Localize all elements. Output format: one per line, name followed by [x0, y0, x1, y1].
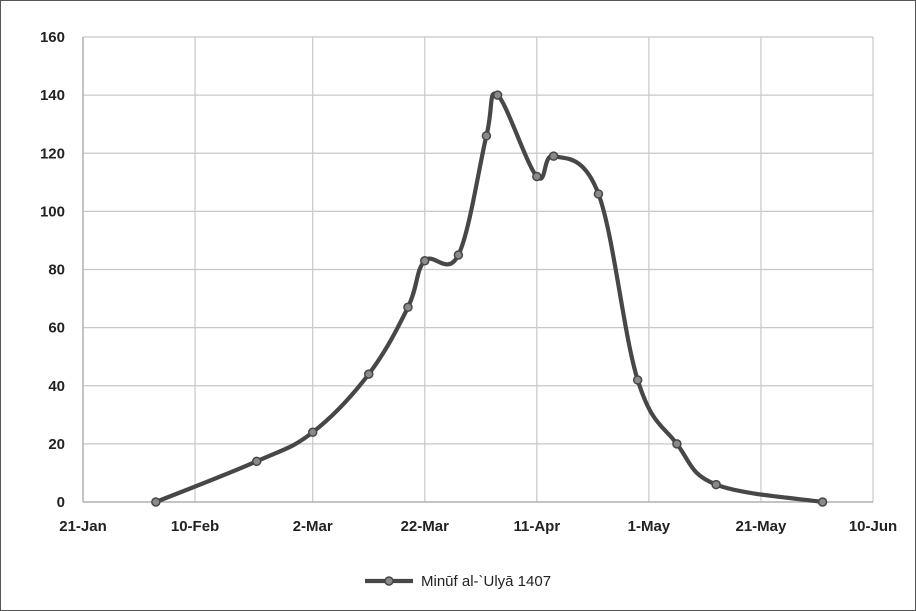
x-tick-label: 1-May	[628, 518, 671, 535]
y-tick-label: 160	[40, 29, 65, 46]
data-point	[363, 369, 374, 379]
series-layer	[151, 90, 828, 507]
x-tick-label: 21-May	[736, 518, 788, 535]
y-tick-label: 120	[40, 145, 65, 162]
y-tick-label: 40	[48, 378, 65, 395]
data-point	[453, 250, 464, 260]
data-point	[593, 189, 604, 199]
series-line	[153, 91, 825, 505]
x-tick-label: 2-Mar	[293, 518, 333, 535]
y-tick-label: 0	[57, 494, 65, 511]
data-point	[632, 375, 643, 385]
legend-label: Minūf al-`Ulyā 1407	[421, 573, 551, 590]
data-point	[307, 427, 318, 437]
data-point	[492, 90, 503, 100]
y-tick-label: 80	[48, 262, 65, 279]
data-point	[481, 131, 492, 141]
data-point	[672, 439, 682, 449]
y-tick-label: 140	[40, 87, 65, 104]
x-tick-label: 22-Mar	[401, 518, 450, 535]
data-point	[532, 171, 542, 182]
data-point	[403, 302, 413, 313]
data-point	[711, 479, 721, 490]
x-tick-label: 10-Jun	[849, 518, 897, 535]
data-point	[548, 151, 559, 161]
x-tick-label: 11-Apr	[513, 518, 560, 535]
x-tick-label: 21-Jan	[59, 518, 107, 535]
data-point	[151, 497, 161, 507]
legend-point-marker	[384, 576, 394, 586]
legend: Minūf al-`Ulyā 1407	[365, 573, 551, 590]
x-tick-label: 10-Feb	[171, 518, 219, 535]
data-point	[420, 256, 430, 266]
data-point	[251, 456, 262, 467]
y-tick-label: 100	[40, 203, 65, 220]
grid	[82, 36, 874, 502]
axes: 0 20 40 60 80 100 120 140 160 21-Jan 10-Feb 2-Mar 22…	[40, 29, 897, 535]
y-tick-label: 20	[48, 436, 65, 453]
data-point	[817, 497, 828, 507]
y-tick-label: 60	[48, 320, 65, 337]
